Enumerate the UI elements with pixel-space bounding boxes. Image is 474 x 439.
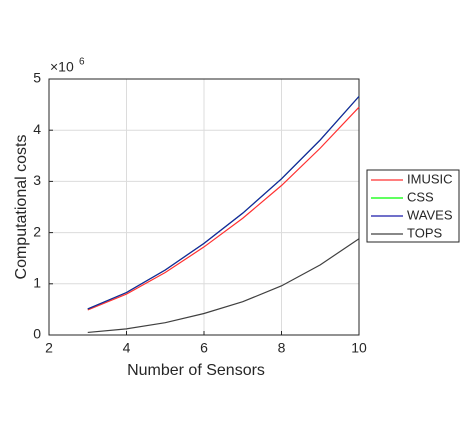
y-tick-label: 1 [33, 275, 41, 291]
y-tick-label: 0 [33, 326, 41, 342]
legend-box [366, 169, 460, 243]
x-axis-label: Number of Sensors [127, 362, 265, 379]
x-tick-label: 10 [351, 340, 367, 356]
series-line [87, 106, 360, 311]
y-tick-label: 5 [33, 70, 41, 86]
y-tick-label: 3 [33, 172, 41, 188]
x-tick-label: 4 [123, 340, 131, 356]
series-line [87, 238, 360, 334]
axes-box [48, 78, 360, 336]
y-tick-label: 4 [33, 121, 41, 137]
legend-label: CSS [407, 189, 434, 204]
y-multiplier: ×10 [50, 59, 74, 75]
series-line [87, 96, 360, 310]
y-multiplier-exponent: 6 [79, 57, 85, 68]
legend-label: TOPS [407, 225, 442, 240]
legend-label: WAVES [407, 207, 453, 222]
y-axis-label: Computational costs [13, 135, 30, 280]
y-tick-label: 2 [33, 223, 41, 239]
x-tick-label: 2 [45, 340, 53, 356]
legend-label: IMUSIC [407, 171, 453, 186]
x-tick-label: 8 [278, 340, 286, 356]
x-tick-label: 6 [200, 340, 208, 356]
